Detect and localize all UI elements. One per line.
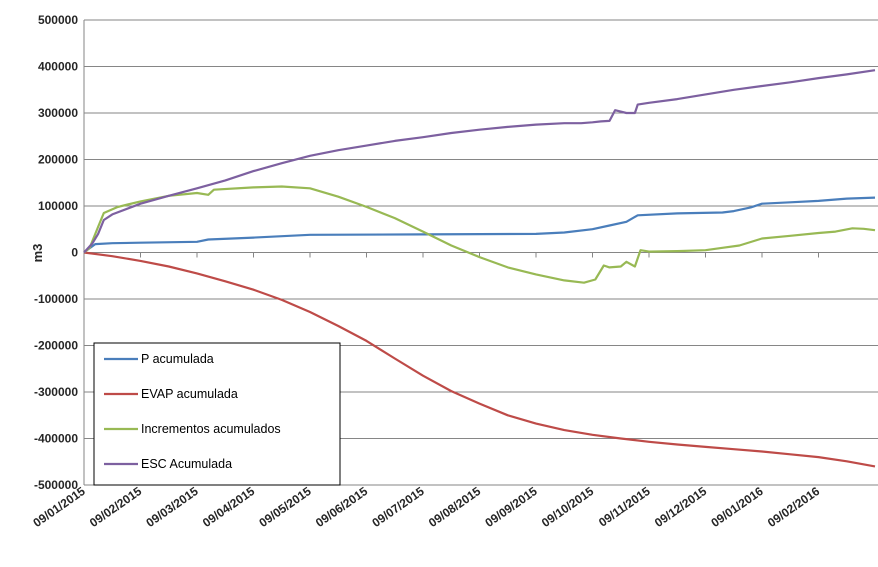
series-line-2 xyxy=(83,251,876,468)
legend-label: P acumulada xyxy=(141,352,214,366)
x-tick-label: 09/02/2015 xyxy=(87,484,144,530)
series-lines xyxy=(83,69,876,468)
y-tick-label: 100000 xyxy=(38,199,78,213)
legend-box xyxy=(93,342,341,486)
x-tick-label: 09/02/2016 xyxy=(765,484,822,530)
series-line-3 xyxy=(83,185,876,284)
y-tick-label: -100000 xyxy=(34,292,78,306)
legend-label: Incrementos acumulados xyxy=(141,422,281,436)
y-axis-ticks: 500000 400000 300000 200000 100000 0 -100000 -2… xyxy=(34,13,78,492)
y-tick-label: -300000 xyxy=(34,385,78,399)
x-tick-label: 09/05/2015 xyxy=(256,484,313,530)
x-tick-label: 09/07/2015 xyxy=(369,484,426,530)
series-line-4 xyxy=(83,69,876,254)
y-tick-label: -500000 xyxy=(34,478,78,492)
x-tick-label: 09/10/2015 xyxy=(539,484,596,530)
y-tick-label: -200000 xyxy=(34,339,78,353)
x-tick-label: 09/04/2015 xyxy=(200,484,257,530)
y-tick-label: 0 xyxy=(71,246,78,260)
x-tick-label: 09/08/2015 xyxy=(426,484,483,530)
legend: P acumulada EVAP acumulada Incrementos acu… xyxy=(93,342,341,486)
x-tick-label: 09/12/2015 xyxy=(652,484,709,530)
x-tick-label: 09/06/2015 xyxy=(313,484,370,530)
y-tick-label: 500000 xyxy=(38,13,78,27)
x-tick-label: 09/11/2015 xyxy=(596,484,653,530)
y-axis-label: m3 xyxy=(30,244,45,263)
y-tick-label: -400000 xyxy=(34,432,78,446)
y-tick-label: 300000 xyxy=(38,106,78,120)
x-tick-label: 09/09/2015 xyxy=(482,484,539,530)
y-tick-label: 200000 xyxy=(38,153,78,167)
y-tick-label: 400000 xyxy=(38,60,78,74)
series-line-1 xyxy=(83,196,876,254)
legend-label: EVAP acumulada xyxy=(141,387,238,401)
legend-label: ESC Acumulada xyxy=(141,457,232,471)
x-tick-label: 09/01/2016 xyxy=(708,484,765,530)
x-tick-label: 09/03/2015 xyxy=(143,484,200,530)
